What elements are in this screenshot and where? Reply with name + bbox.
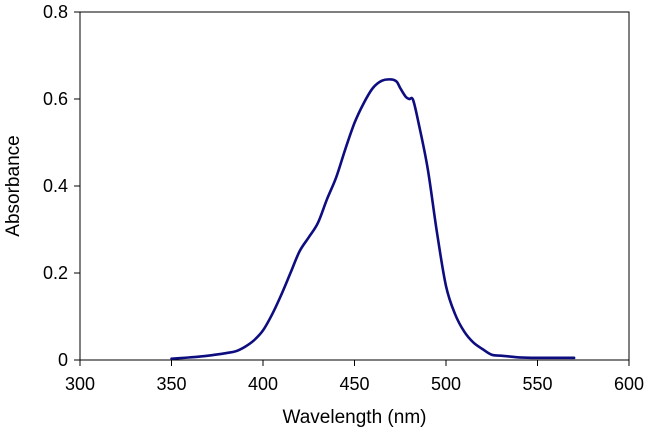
plot-area-frame [79, 11, 630, 361]
x-tick-label: 350 [156, 374, 186, 394]
y-tick-label: 0.8 [43, 2, 68, 22]
x-tick-label: 600 [614, 374, 644, 394]
absorbance-series-line [170, 78, 576, 360]
x-tick-label: 500 [431, 374, 461, 394]
y-tick-label: 0.6 [43, 89, 68, 109]
x-axis-ticks: 300 350 400 450 500 550 600 [65, 360, 644, 394]
y-tick-label: 0 [58, 350, 68, 370]
x-tick-label: 300 [65, 374, 95, 394]
x-tick-label: 450 [339, 374, 369, 394]
y-axis-ticks: 0 0.2 0.4 0.6 0.8 [43, 2, 80, 370]
y-tick-label: 0.4 [43, 176, 68, 196]
y-axis-title: Absorbance [3, 135, 24, 236]
x-tick-label: 400 [248, 374, 278, 394]
x-axis-title: Wavelength (nm) [283, 407, 427, 428]
y-tick-label: 0.2 [43, 263, 68, 283]
x-tick-label: 550 [522, 374, 552, 394]
